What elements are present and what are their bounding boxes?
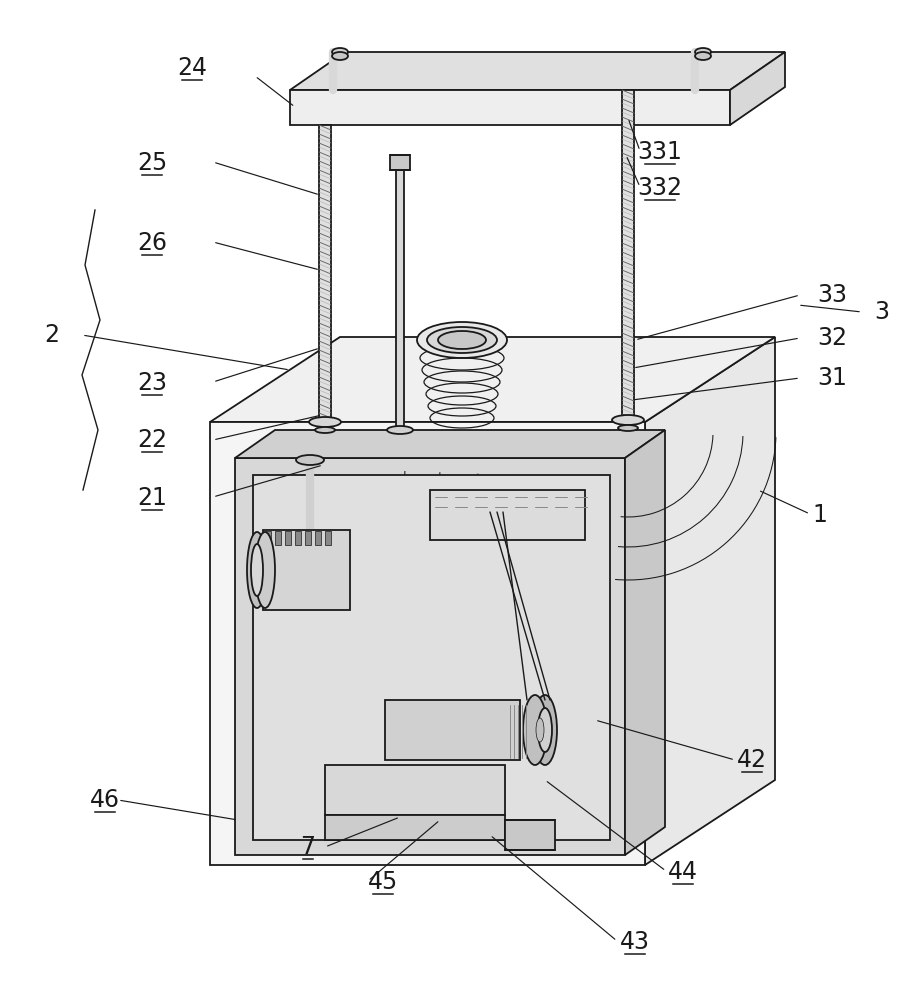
Text: 23: 23 [137,371,167,395]
Ellipse shape [523,695,547,765]
Text: 21: 21 [137,486,167,510]
Polygon shape [645,337,775,865]
Text: 25: 25 [137,151,167,175]
Text: 7: 7 [301,835,315,859]
Polygon shape [325,531,331,545]
Ellipse shape [438,331,486,349]
Text: 31: 31 [817,366,847,390]
Polygon shape [253,475,610,840]
Ellipse shape [332,52,348,60]
Text: 331: 331 [637,140,683,164]
Polygon shape [325,765,505,815]
Polygon shape [263,530,350,610]
Polygon shape [325,815,505,840]
Ellipse shape [427,327,497,353]
Ellipse shape [417,322,507,358]
Polygon shape [290,52,785,90]
Polygon shape [315,531,321,545]
Text: 2: 2 [45,323,59,347]
Text: 24: 24 [177,56,207,80]
Text: 332: 332 [637,176,683,200]
Polygon shape [396,162,404,430]
Polygon shape [319,125,331,422]
Polygon shape [285,531,291,545]
Text: 3: 3 [874,300,890,324]
Text: 43: 43 [620,930,650,954]
Polygon shape [210,337,775,422]
Polygon shape [622,90,634,420]
Text: 44: 44 [668,860,698,884]
Polygon shape [235,430,665,458]
Text: 46: 46 [90,788,120,812]
Polygon shape [265,531,271,545]
Polygon shape [295,531,301,545]
Ellipse shape [533,695,557,765]
Text: 22: 22 [137,428,167,452]
Ellipse shape [296,455,324,465]
Text: 42: 42 [737,748,767,772]
Polygon shape [275,531,281,545]
Ellipse shape [332,48,348,56]
Polygon shape [730,52,785,125]
Ellipse shape [618,425,638,431]
Ellipse shape [538,708,552,752]
Ellipse shape [695,52,711,60]
Polygon shape [305,531,311,545]
Polygon shape [505,820,555,850]
Ellipse shape [315,427,335,433]
Ellipse shape [309,417,341,427]
Ellipse shape [255,532,275,608]
Ellipse shape [251,544,263,596]
Polygon shape [235,458,625,855]
Text: 33: 33 [817,283,847,307]
Polygon shape [430,490,585,540]
Polygon shape [210,422,645,865]
Ellipse shape [536,718,544,742]
Ellipse shape [695,48,711,56]
Text: 32: 32 [817,326,847,350]
Ellipse shape [612,415,644,425]
Text: 45: 45 [368,870,398,894]
Text: 26: 26 [137,231,167,255]
Polygon shape [385,700,520,760]
Ellipse shape [247,532,267,608]
Text: 1: 1 [813,503,827,527]
Polygon shape [390,155,410,170]
Polygon shape [290,90,730,125]
Polygon shape [625,430,665,855]
Ellipse shape [387,426,413,434]
